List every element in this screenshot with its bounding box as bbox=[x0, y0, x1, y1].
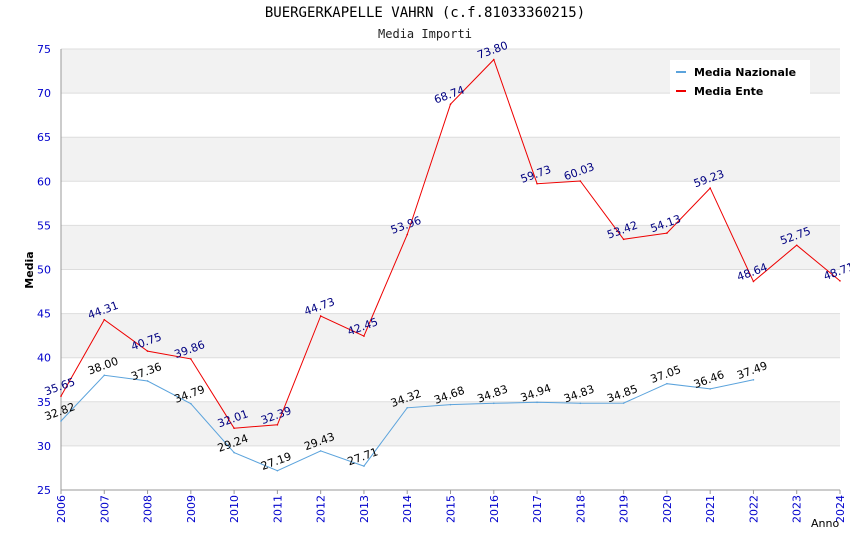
grid-band bbox=[61, 225, 840, 270]
data-point bbox=[406, 233, 409, 236]
y-axis-label: Media bbox=[23, 251, 36, 288]
y-tick-label: 50 bbox=[37, 264, 51, 277]
grid-band bbox=[61, 445, 840, 490]
data-point bbox=[579, 402, 582, 405]
data-point bbox=[60, 395, 62, 397]
x-tick-label: 2007 bbox=[98, 495, 111, 523]
x-tick-label: 2014 bbox=[401, 495, 414, 523]
y-tick-label: 25 bbox=[37, 484, 51, 497]
data-point bbox=[319, 315, 322, 317]
grid-band bbox=[61, 137, 840, 182]
grid-band bbox=[61, 181, 840, 226]
x-tick-label: 2010 bbox=[228, 495, 241, 523]
x-tick-label: 2015 bbox=[445, 495, 458, 523]
y-tick-label: 75 bbox=[37, 43, 51, 56]
data-point bbox=[146, 350, 149, 352]
data-point bbox=[839, 280, 841, 282]
data-point bbox=[146, 380, 149, 382]
x-tick-label: 2019 bbox=[618, 495, 631, 523]
x-tick-label: 2023 bbox=[791, 495, 804, 523]
y-tick-label: 70 bbox=[37, 87, 51, 100]
data-point bbox=[492, 58, 495, 61]
x-axis-label: Anno bbox=[811, 517, 839, 530]
data-point bbox=[666, 382, 668, 385]
grid-band bbox=[61, 401, 840, 446]
x-tick-label: 2008 bbox=[142, 495, 155, 523]
data-point bbox=[103, 374, 106, 377]
data-point bbox=[319, 450, 322, 452]
y-tick-label: 35 bbox=[37, 396, 51, 409]
x-tick-label: 2021 bbox=[704, 495, 717, 523]
grid-band bbox=[61, 313, 840, 358]
data-point bbox=[449, 103, 452, 106]
y-tick-label: 65 bbox=[37, 131, 51, 144]
data-point bbox=[449, 403, 452, 406]
data-point bbox=[709, 388, 711, 390]
data-point bbox=[60, 420, 62, 422]
data-point bbox=[795, 244, 798, 247]
data-point bbox=[363, 465, 365, 467]
legend-entry: Media Ente bbox=[694, 85, 763, 98]
data-point bbox=[276, 469, 279, 472]
x-tick-label: 2011 bbox=[271, 495, 284, 523]
x-tick-label: 2018 bbox=[574, 495, 587, 523]
grid-band bbox=[61, 269, 840, 314]
x-tick-label: 2017 bbox=[531, 495, 544, 523]
y-tick-label: 55 bbox=[37, 219, 51, 232]
data-point bbox=[233, 427, 235, 429]
y-tick-label: 45 bbox=[37, 308, 51, 321]
data-point bbox=[190, 358, 192, 360]
data-point bbox=[709, 187, 711, 189]
x-tick-label: 2016 bbox=[488, 495, 501, 523]
grid-band bbox=[61, 93, 840, 138]
data-point bbox=[752, 379, 755, 381]
data-point bbox=[492, 402, 495, 405]
x-tick-label: 2009 bbox=[185, 495, 198, 523]
y-tick-label: 30 bbox=[37, 440, 51, 453]
data-point bbox=[363, 335, 365, 337]
data-point bbox=[276, 424, 279, 426]
x-tick-label: 2024 bbox=[834, 495, 847, 523]
x-tick-label: 2006 bbox=[55, 495, 68, 523]
x-tick-label: 2022 bbox=[747, 495, 760, 523]
data-point bbox=[233, 451, 235, 454]
data-point bbox=[622, 402, 625, 404]
data-point bbox=[666, 232, 668, 234]
grid-band bbox=[61, 357, 840, 402]
y-tick-label: 40 bbox=[37, 352, 51, 365]
chart-subtitle: Media Importi bbox=[378, 27, 472, 41]
chart-title: BUERGERKAPELLE VAHRN (c.f.81033360215) bbox=[264, 5, 586, 21]
legend-entry: Media Nazionale bbox=[694, 66, 796, 79]
data-point bbox=[190, 402, 192, 405]
x-tick-label: 2013 bbox=[358, 495, 371, 523]
x-tick-label: 2020 bbox=[661, 495, 674, 523]
data-point bbox=[579, 180, 582, 182]
x-tick-label: 2012 bbox=[315, 495, 328, 523]
data-point bbox=[406, 406, 409, 409]
data-point bbox=[752, 280, 755, 283]
data-point bbox=[103, 318, 106, 321]
y-tick-label: 60 bbox=[37, 175, 51, 188]
data-point bbox=[622, 238, 625, 241]
data-point bbox=[536, 182, 538, 185]
legend-box bbox=[670, 60, 810, 100]
data-point bbox=[536, 401, 538, 404]
